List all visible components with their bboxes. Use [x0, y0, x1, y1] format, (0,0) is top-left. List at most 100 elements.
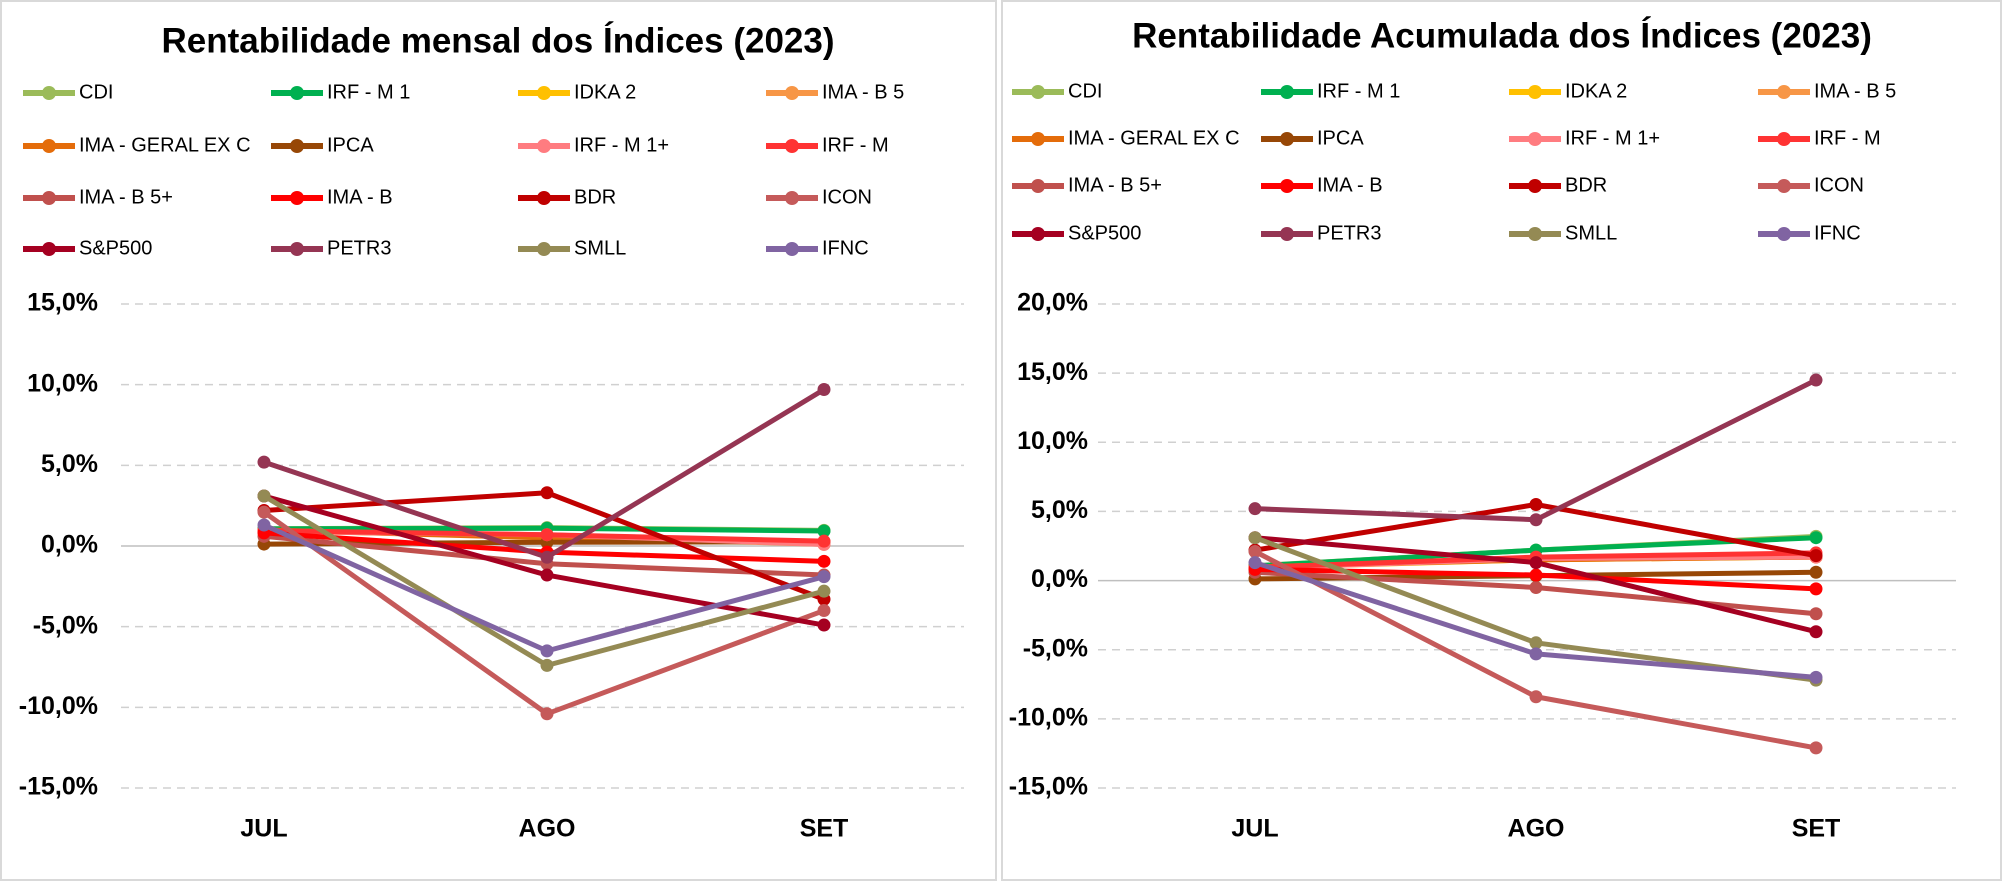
- y-tick-label: 0,0%: [1031, 565, 1088, 593]
- legend-marker: [42, 139, 56, 153]
- legend-label: IRF - M 1: [327, 81, 410, 103]
- legend-label: IMA - GERAL EX C: [79, 134, 251, 156]
- legend-label: SMLL: [1565, 222, 1617, 244]
- legend-marker: [1777, 227, 1791, 241]
- y-tick-label: 10,0%: [27, 369, 98, 397]
- y-tick-label: 0,0%: [41, 531, 98, 559]
- legend-marker: [1031, 227, 1045, 241]
- data-point: [1809, 741, 1823, 755]
- legend-label: IPCA: [1317, 127, 1364, 149]
- data-point: [257, 489, 271, 503]
- legend-marker: [42, 86, 56, 100]
- data-point: [817, 604, 831, 618]
- y-tick-label: 15,0%: [27, 289, 98, 317]
- data-point: [1529, 513, 1543, 527]
- y-tick-label: 10,0%: [1017, 427, 1088, 455]
- legend-marker: [1528, 227, 1542, 241]
- data-point: [1248, 531, 1262, 545]
- legend-marker: [290, 242, 304, 256]
- data-point: [817, 618, 831, 632]
- legend-label: IMA - B: [1317, 174, 1383, 196]
- y-tick-label: -15,0%: [19, 773, 98, 801]
- legend-label: IRF - M 1+: [574, 134, 669, 156]
- data-point: [817, 584, 831, 598]
- legend-label: IRF - M: [1814, 127, 1881, 149]
- y-tick-label: 5,0%: [1031, 496, 1088, 524]
- legend-marker: [537, 86, 551, 100]
- legend-label: IPCA: [327, 134, 374, 156]
- data-point: [1809, 607, 1823, 621]
- legend-marker: [1777, 132, 1791, 146]
- legend-label: S&P500: [79, 237, 152, 259]
- legend-marker: [1280, 179, 1294, 193]
- data-point: [1529, 580, 1543, 594]
- data-point: [1529, 636, 1543, 650]
- y-tick-label: -15,0%: [1009, 773, 1088, 801]
- data-point: [257, 455, 271, 469]
- data-point: [1809, 565, 1823, 579]
- data-point: [1529, 690, 1543, 704]
- y-tick-label: 20,0%: [1017, 289, 1088, 317]
- data-point: [1529, 647, 1543, 661]
- x-tick-label: SET: [1792, 815, 1841, 843]
- data-point: [1809, 549, 1823, 563]
- data-point: [540, 644, 554, 658]
- legend-marker: [1031, 132, 1045, 146]
- y-tick-label: -10,0%: [1009, 703, 1088, 731]
- y-tick-label: 15,0%: [1017, 358, 1088, 386]
- data-point: [1248, 545, 1262, 559]
- legend-marker: [1528, 132, 1542, 146]
- data-point: [257, 518, 271, 532]
- data-point: [1809, 531, 1823, 545]
- legend-label: CDI: [1068, 80, 1102, 102]
- legend-marker: [1280, 132, 1294, 146]
- data-point: [1809, 670, 1823, 684]
- legend-label: IMA - B 5: [1814, 80, 1896, 102]
- legend-marker: [1528, 179, 1542, 193]
- legend-label: ICON: [822, 186, 872, 208]
- legend-marker: [1528, 85, 1542, 99]
- x-tick-label: AGO: [519, 815, 576, 843]
- chart-title: Rentabilidade mensal dos Índices (2023): [162, 20, 835, 60]
- panel: [1001, 0, 2002, 881]
- x-tick-label: AGO: [1508, 815, 1565, 843]
- legend-marker: [1777, 85, 1791, 99]
- y-tick-label: 5,0%: [41, 450, 98, 478]
- legend-label: PETR3: [327, 237, 391, 259]
- x-tick-label: SET: [800, 815, 849, 843]
- chart-title: Rentabilidade Acumulada dos Índices (202…: [1132, 15, 1872, 55]
- legend-label: IMA - B: [327, 186, 393, 208]
- legend-label: IFNC: [822, 237, 869, 259]
- data-point: [1529, 556, 1543, 570]
- data-point: [817, 554, 831, 568]
- data-point: [1529, 568, 1543, 582]
- legend-marker: [537, 242, 551, 256]
- legend-marker: [785, 242, 799, 256]
- legend-label: BDR: [1565, 174, 1607, 196]
- data-point: [540, 486, 554, 500]
- x-tick-label: JUL: [240, 815, 287, 843]
- legend-marker: [785, 86, 799, 100]
- legend-marker: [290, 191, 304, 205]
- legend-marker: [42, 191, 56, 205]
- data-point: [1248, 556, 1262, 570]
- data-point: [1809, 373, 1823, 387]
- data-point: [540, 707, 554, 721]
- data-point: [540, 658, 554, 672]
- data-point: [540, 528, 554, 542]
- data-point: [257, 505, 271, 519]
- y-tick-label: -10,0%: [19, 692, 98, 720]
- legend-marker: [537, 139, 551, 153]
- legend-label: S&P500: [1068, 222, 1141, 244]
- legend-label: PETR3: [1317, 222, 1381, 244]
- legend-marker: [1031, 179, 1045, 193]
- legend-label: IRF - M 1: [1317, 80, 1400, 102]
- legend-marker: [1280, 227, 1294, 241]
- data-point: [540, 550, 554, 564]
- legend-label: IFNC: [1814, 222, 1861, 244]
- x-tick-label: JUL: [1231, 815, 1278, 843]
- legend-label: IMA - B 5+: [1068, 174, 1162, 196]
- y-tick-label: -5,0%: [1023, 634, 1088, 662]
- legend-label: IMA - B 5: [822, 81, 904, 103]
